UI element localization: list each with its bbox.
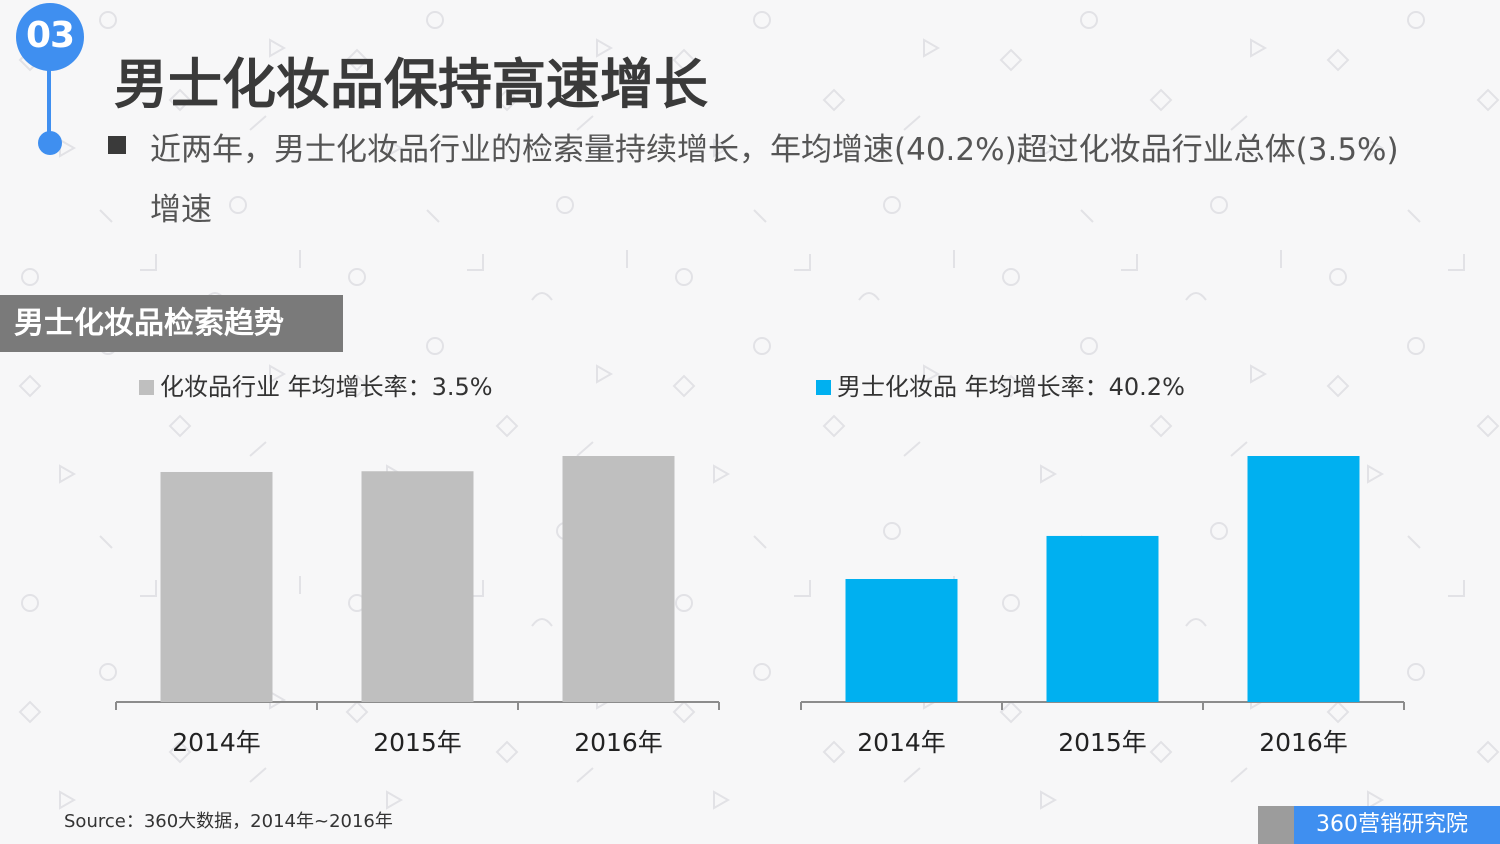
chart-men: 2014年 2015年 2016年 xyxy=(800,456,1405,757)
legend-men-label: 男士化妆品 年均增长率：40.2% xyxy=(837,373,1185,401)
section-tag-label: 男士化妆品检索趋势 xyxy=(14,306,284,341)
badge-connector-line xyxy=(47,60,51,134)
x-tick-label: 2015年 xyxy=(373,728,462,757)
legend-industry: 化妆品行业 年均增长率：3.5% xyxy=(139,371,493,403)
footer-brand: 360营销研究院 xyxy=(1294,806,1500,844)
footer-gray-block xyxy=(1258,806,1294,844)
legend-industry-label: 化妆品行业 年均增长率：3.5% xyxy=(160,373,493,401)
bar-1 xyxy=(845,579,958,702)
legend-swatch-gray xyxy=(139,380,154,395)
legend-swatch-blue xyxy=(816,380,831,395)
section-number: 03 xyxy=(25,15,75,56)
section-tag: 男士化妆品检索趋势 xyxy=(0,295,343,352)
chart-industry: 2014年 2015年 2016年 xyxy=(115,456,720,757)
x-tick-label: 2014年 xyxy=(857,728,946,757)
x-tick-label: 2015年 xyxy=(1058,728,1147,757)
brand-label: 360营销研究院 xyxy=(1316,812,1468,837)
source-note: Source：360大数据，2014年~2016年 xyxy=(64,811,393,832)
bar-1 xyxy=(160,471,273,702)
page-title: 男士化妆品保持高速增长 xyxy=(114,53,708,116)
badge-dot xyxy=(38,131,62,155)
x-tick-label: 2016年 xyxy=(574,728,663,757)
bar-3 xyxy=(562,456,675,702)
bullet-square-icon xyxy=(108,136,126,154)
x-tick-label: 2016年 xyxy=(1259,728,1348,757)
bar-2 xyxy=(1046,535,1159,702)
bullet-text: 近两年，男士化妆品行业的检索量持续增长，年均增速(40.2%)超过化妆品行业总体… xyxy=(150,132,1399,228)
section-number-badge xyxy=(16,3,84,71)
x-tick-label: 2014年 xyxy=(172,728,261,757)
legend-men: 男士化妆品 年均增长率：40.2% xyxy=(816,371,1185,403)
bar-2 xyxy=(361,471,474,702)
bar-3 xyxy=(1247,456,1360,702)
